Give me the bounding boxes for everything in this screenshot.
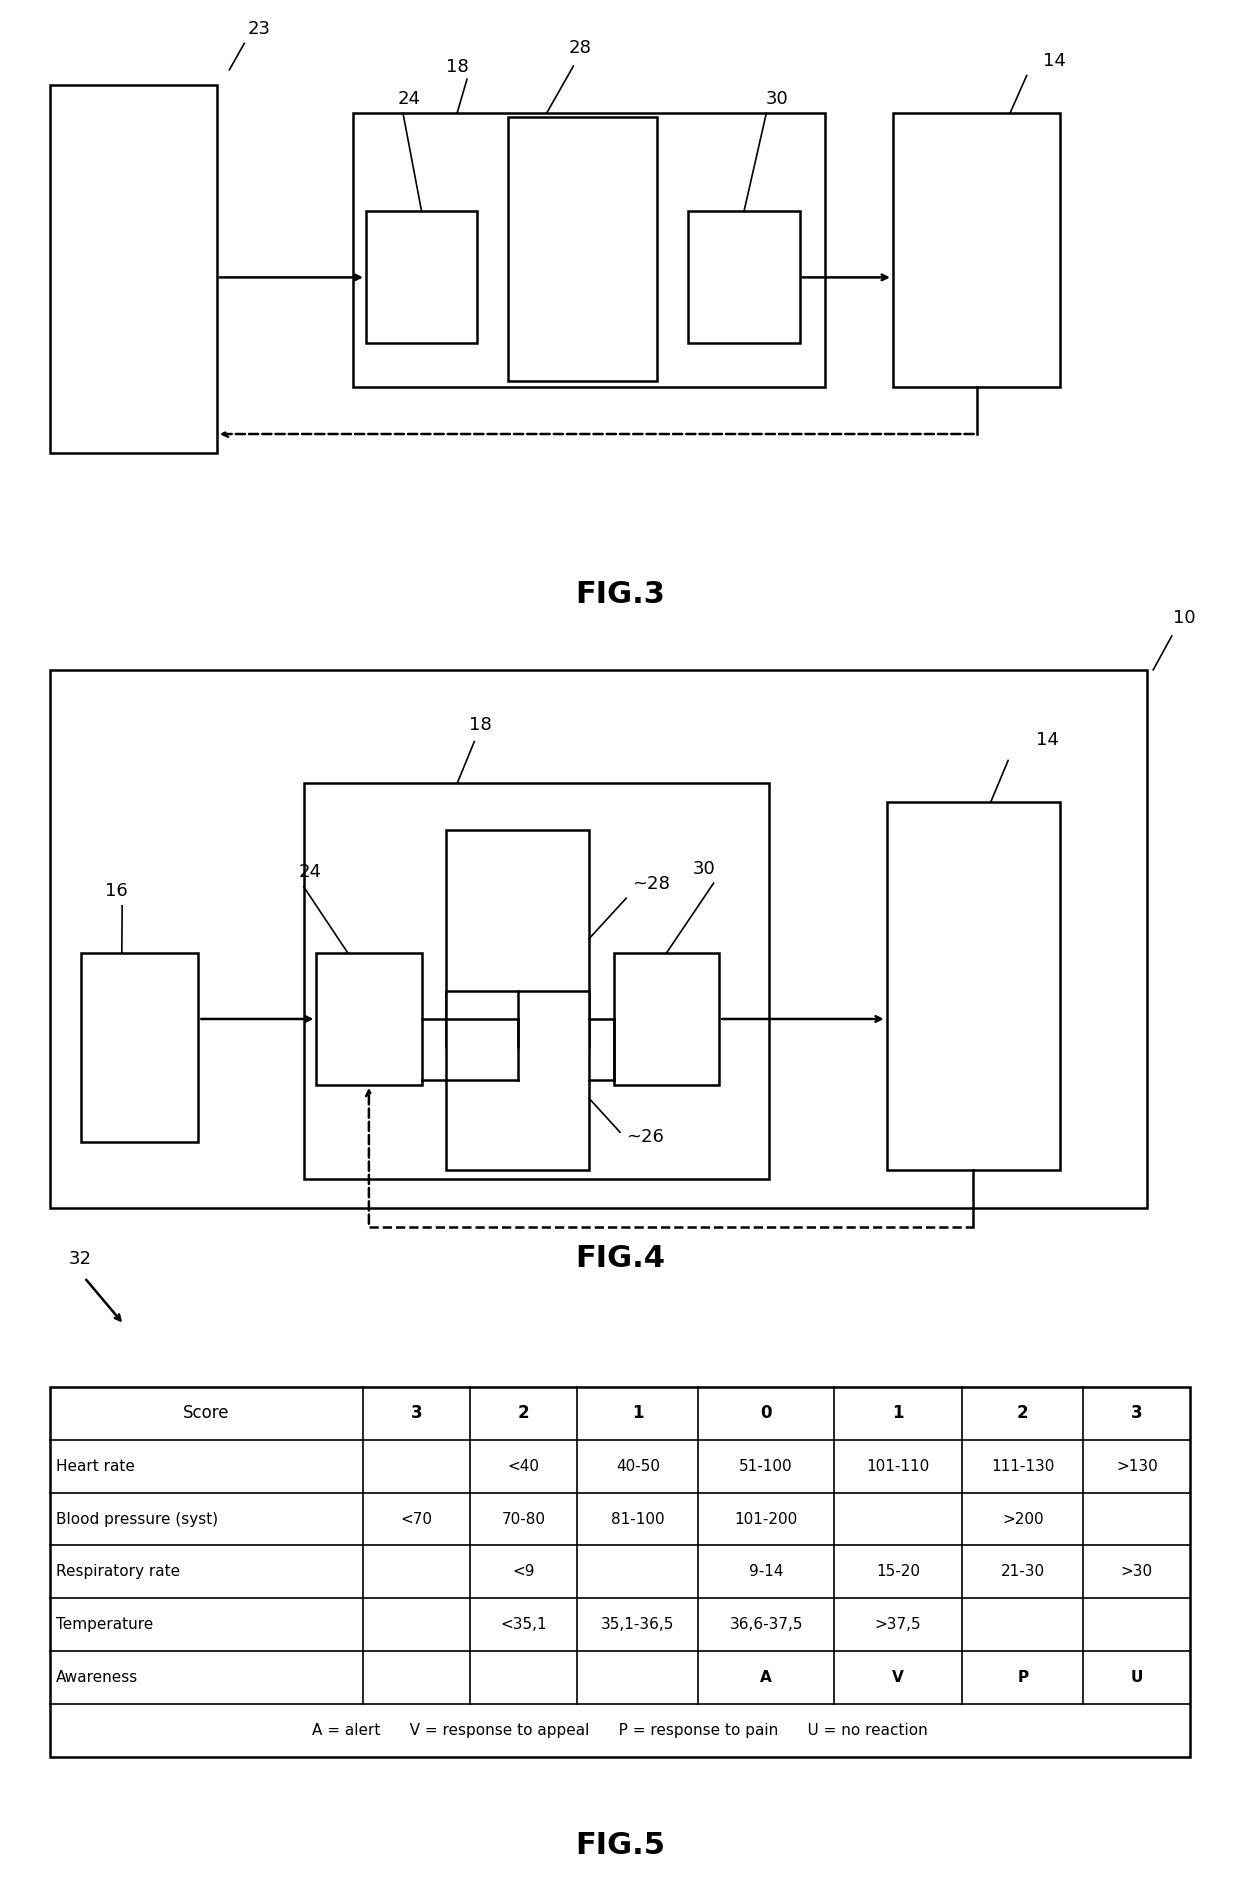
Bar <box>50 85 217 453</box>
Text: 18: 18 <box>445 58 469 75</box>
Bar <box>446 991 589 1170</box>
Bar <box>446 830 589 1047</box>
Bar <box>887 802 1060 1170</box>
Text: 14: 14 <box>1043 53 1065 70</box>
Text: Score: Score <box>184 1404 229 1423</box>
Text: 2: 2 <box>518 1404 529 1423</box>
Text: 70-80: 70-80 <box>502 1511 546 1527</box>
Text: 16: 16 <box>104 883 128 900</box>
Text: 2: 2 <box>1017 1404 1029 1423</box>
Text: 28: 28 <box>568 40 591 57</box>
Text: 32: 32 <box>68 1251 92 1268</box>
Text: 3: 3 <box>410 1404 423 1423</box>
Bar <box>81 953 198 1142</box>
Text: 24: 24 <box>398 91 420 108</box>
Text: >130: >130 <box>1116 1459 1158 1474</box>
Text: 23: 23 <box>248 19 272 38</box>
Bar <box>508 117 657 381</box>
Text: P: P <box>1017 1670 1028 1685</box>
Text: Awareness: Awareness <box>56 1670 138 1685</box>
Text: 30: 30 <box>766 91 789 108</box>
Bar <box>366 211 477 343</box>
Text: 3: 3 <box>1131 1404 1143 1423</box>
Text: ~28: ~28 <box>632 876 671 893</box>
Text: U: U <box>1131 1670 1143 1685</box>
Bar <box>50 670 1147 1208</box>
Text: <40: <40 <box>507 1459 539 1474</box>
Text: 111-130: 111-130 <box>991 1459 1054 1474</box>
Text: <70: <70 <box>401 1511 433 1527</box>
Text: A: A <box>760 1670 773 1685</box>
Text: V: V <box>893 1670 904 1685</box>
Bar <box>50 1387 1190 1757</box>
Text: Blood pressure (syst): Blood pressure (syst) <box>56 1511 218 1527</box>
Text: 21-30: 21-30 <box>1001 1564 1045 1579</box>
Text: 101-200: 101-200 <box>734 1511 797 1527</box>
Bar <box>614 953 719 1085</box>
Bar <box>688 211 800 343</box>
Text: 10: 10 <box>1173 610 1195 626</box>
Text: <35,1: <35,1 <box>501 1617 547 1632</box>
Bar <box>316 953 422 1085</box>
Text: >37,5: >37,5 <box>874 1617 921 1632</box>
Bar <box>893 113 1060 387</box>
Text: Temperature: Temperature <box>56 1617 153 1632</box>
Text: 18: 18 <box>469 717 492 734</box>
Text: <9: <9 <box>512 1564 534 1579</box>
Text: 51-100: 51-100 <box>739 1459 792 1474</box>
Text: FIG.4: FIG.4 <box>575 1244 665 1274</box>
Text: 101-110: 101-110 <box>867 1459 930 1474</box>
Text: 9-14: 9-14 <box>749 1564 784 1579</box>
Text: A = alert      V = response to appeal      P = response to pain      U = no reac: A = alert V = response to appeal P = res… <box>312 1723 928 1738</box>
Text: >30: >30 <box>1121 1564 1153 1579</box>
Text: Heart rate: Heart rate <box>56 1459 135 1474</box>
Text: Respiratory rate: Respiratory rate <box>56 1564 180 1579</box>
Text: 15-20: 15-20 <box>877 1564 920 1579</box>
Bar <box>353 113 825 387</box>
Text: ~26: ~26 <box>626 1128 665 1145</box>
Text: FIG.3: FIG.3 <box>575 579 665 610</box>
Text: 35,1-36,5: 35,1-36,5 <box>601 1617 675 1632</box>
Text: 14: 14 <box>1037 732 1059 749</box>
Text: 40-50: 40-50 <box>616 1459 660 1474</box>
Text: 1: 1 <box>893 1404 904 1423</box>
Text: FIG.5: FIG.5 <box>575 1830 665 1861</box>
Text: 81-100: 81-100 <box>611 1511 665 1527</box>
Text: >200: >200 <box>1002 1511 1044 1527</box>
Text: 0: 0 <box>760 1404 773 1423</box>
Bar <box>304 783 769 1179</box>
Text: 36,6-37,5: 36,6-37,5 <box>729 1617 804 1632</box>
Text: 1: 1 <box>632 1404 644 1423</box>
Text: 30: 30 <box>692 860 715 877</box>
Text: 24: 24 <box>299 864 321 881</box>
